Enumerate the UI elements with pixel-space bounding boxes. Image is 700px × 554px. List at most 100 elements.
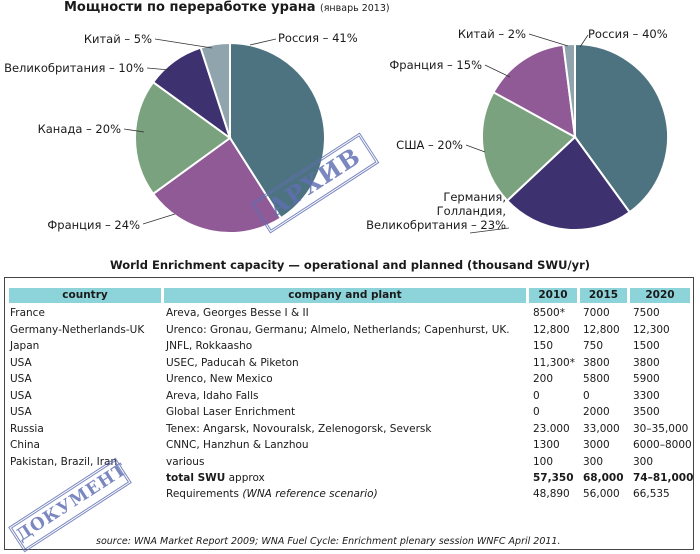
table-cell: 12,800 [583, 323, 620, 336]
table-cell: 6000–8000 [633, 439, 692, 451]
table-cell: Tenex: Angarsk, Novouralsk, Zelenogorsk,… [166, 422, 432, 435]
table-cell: Urenco: Gronau, Germanu; Almelo, Netherl… [166, 323, 510, 336]
table-cell: France [10, 307, 45, 319]
table-cell: USEC, Paducah & Piketon [166, 356, 299, 369]
table-cell: 1500 [633, 340, 660, 352]
enrichment-table [4, 277, 694, 550]
table-cell: 3300 [633, 389, 660, 402]
table-cell: 100 [533, 455, 554, 468]
header-country: country [9, 288, 161, 303]
table-cell: 12,300 [633, 323, 670, 336]
table-cell: Germany-Netherlands-UK [10, 323, 145, 336]
slice-label: Великобритания – 10% [4, 61, 144, 75]
table-cell: USA [10, 406, 32, 418]
table-cell: USA [10, 389, 32, 402]
table-cell: USA [10, 373, 32, 385]
table-cell: 11,300* [533, 356, 575, 369]
table-cell: 300 [633, 455, 654, 468]
leader-line [469, 227, 510, 234]
slice-label: Франция – 15% [389, 58, 482, 72]
leader-line [154, 38, 213, 49]
slice-label: Канада – 20% [38, 122, 121, 136]
table-cell: 5800 [583, 373, 610, 385]
table-cell: China [10, 439, 40, 451]
table-cell: Japan [10, 340, 40, 352]
table-cell: 200 [533, 373, 554, 385]
table-row: China CNNC, Hanzhun & Lanzhou 1300 3000 6000… [0, 437, 700, 453]
table-row: Germany-Netherlands-UK Urenco: Gronau, Ge… [0, 322, 700, 338]
requirements-row: Requirements (WNA reference scenario) 48… [166, 488, 670, 500]
slice-label: Голландия, [437, 204, 506, 218]
header-2010: 2010 [529, 288, 577, 303]
table-row: Japan JNFL, Rokkaasho 150 750 1500 [0, 338, 700, 354]
pie-chart-right: Россия – 40% Германия,Голландия,Великобри… [366, 27, 669, 234]
pie-chart-left: Россия – 41% Франция – 24% Канада – 20% Вел… [4, 31, 358, 234]
table-cell: Russia [10, 422, 44, 435]
table-cell: 750 [583, 340, 604, 352]
table-title: World Enrichment capacity — operational … [109, 258, 591, 272]
table-row: USA Global Laser Enrichment 0 2000 3500 [0, 404, 700, 420]
leader-line [142, 213, 176, 225]
table-cell: 12,800 [533, 323, 570, 336]
table-cell: Urenco, New Mexico [166, 373, 273, 385]
table-cell: 7500 [633, 307, 660, 319]
table-cell: USA [10, 356, 32, 369]
slice-label: Китай – 5% [84, 32, 152, 46]
leader-line [484, 64, 511, 78]
table-cell: 300 [583, 455, 604, 468]
pie-slice [199, 41, 231, 139]
leader-line [528, 33, 569, 47]
total-row: total SWU approx 57,350 68,000 74–81,000 [166, 472, 694, 484]
pie-slice [574, 42, 669, 214]
pie-slice [505, 135, 632, 231]
leader-line [579, 34, 589, 48]
leader-line [146, 67, 171, 71]
table-cell: Global Laser Enrichment [166, 406, 296, 418]
pie-slice [134, 80, 232, 196]
table-cell: 3800 [633, 356, 660, 369]
pie-slice [151, 136, 283, 234]
table-cell: Areva, Idaho Falls [166, 389, 259, 402]
pie-slice [481, 90, 577, 203]
table-row: USA USEC, Paducah & Piketon 11,300* 3800 380… [0, 355, 700, 371]
table-cell: various [166, 455, 205, 468]
table-cell: 7000 [583, 307, 610, 319]
leader-line [123, 128, 145, 133]
table-cell: 8500* [533, 307, 565, 319]
table-cell: 3000 [583, 439, 610, 451]
slice-label: Россия – 41% [278, 31, 358, 45]
table-cell: 5900 [633, 373, 660, 385]
slice-label: Франция – 24% [47, 218, 140, 232]
table-row: Pakistan, Brazil, Iran various 100 300 300 [0, 454, 700, 470]
chart-title: Мощности по переработке урана (январь 20… [64, 0, 390, 15]
slice-label: Германия, [443, 190, 506, 204]
source-note: source: WNA Market Report 2009; WNA Fuel… [96, 536, 561, 547]
table-cell: 23.000 [533, 422, 570, 435]
table-row: Russia Tenex: Angarsk, Novouralsk, Zeleno… [0, 421, 700, 437]
table-cell: 0 [533, 406, 540, 418]
table-cell: Areva, Georges Besse I & II [166, 307, 309, 319]
leader-line [249, 38, 277, 46]
table-cell: 30–35,000 [633, 422, 689, 435]
table-cell: CNNC, Hanzhun & Lanzhou [166, 439, 309, 451]
table-cell: 0 [533, 389, 540, 402]
slice-label: Россия – 40% [588, 27, 668, 41]
slice-label: США – 20% [396, 138, 463, 152]
table-cell: 33,000 [583, 422, 620, 435]
table-cell: Pakistan, Brazil, Iran [10, 455, 118, 468]
header-company: company and plant [164, 288, 526, 303]
table-cell: 3500 [633, 406, 660, 418]
table-row: France Areva, Georges Besse I & II 8500* 70… [0, 305, 700, 321]
pie-slice [492, 43, 577, 139]
pie-charts: Россия – 41% Франция – 24% Канада – 20% Вел… [4, 27, 669, 234]
table-cell: 0 [583, 389, 590, 402]
table-cell: JNFL, Rokkaasho [166, 340, 253, 352]
table-cell: 1300 [533, 439, 560, 451]
header-2020: 2020 [630, 288, 690, 303]
leader-line [465, 144, 486, 153]
slice-label: Китай – 2% [458, 27, 526, 41]
table-row: USA Urenco, New Mexico 200 5800 5900 [0, 371, 700, 387]
table-row: USA Areva, Idaho Falls 0 0 3300 [0, 388, 700, 404]
slice-label: Великобритания – 23% [366, 218, 506, 232]
table-cell: 3800 [583, 356, 610, 369]
